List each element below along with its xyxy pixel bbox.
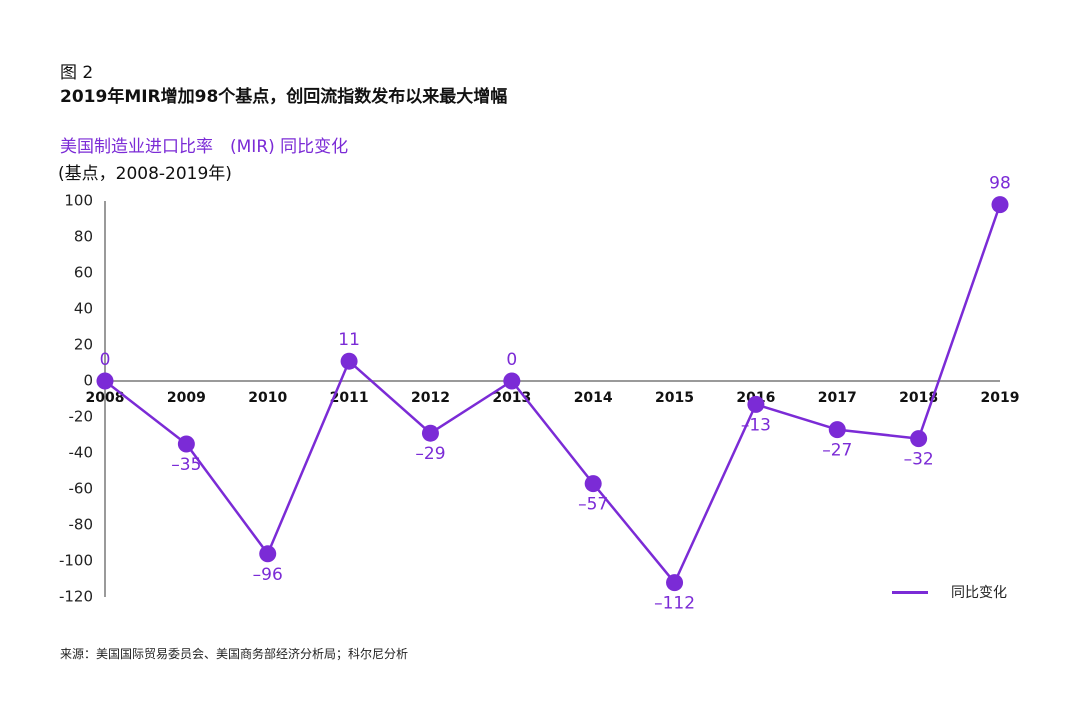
- x-tick-label: 2010: [248, 390, 287, 406]
- figure-label: 图 2: [60, 63, 94, 83]
- data-point: [503, 372, 521, 390]
- legend-line-swatch: [892, 590, 928, 594]
- data-point: [747, 395, 765, 413]
- data-point: [340, 352, 358, 370]
- x-tick-label: 2015: [655, 390, 694, 406]
- data-point: [421, 424, 439, 442]
- data-label: –27: [822, 441, 852, 461]
- x-tick-label: 2011: [330, 390, 369, 406]
- data-label: –96: [253, 565, 283, 585]
- legend: 同比变化: [892, 582, 1007, 602]
- series-line: [104, 204, 1002, 584]
- data-point: [991, 196, 1009, 214]
- data-label: –35: [171, 455, 201, 475]
- y-tick-label: 100: [64, 192, 93, 210]
- y-tick-label: -20: [69, 408, 94, 426]
- y-tick-label: -120: [59, 588, 93, 606]
- data-label: –13: [741, 415, 771, 435]
- y-tick-label: -80: [69, 516, 94, 534]
- data-point: [584, 475, 602, 493]
- data-point: [96, 372, 114, 390]
- data-label: –57: [578, 495, 608, 515]
- data-point: [259, 545, 277, 563]
- y-tick-label: -60: [69, 480, 94, 498]
- chart-subtitle: 美国制造业进口比率 (MIR) 同比变化: [60, 137, 349, 157]
- data-label: 98: [989, 174, 1011, 194]
- x-tick-label: 2018: [899, 390, 938, 406]
- legend-label: 同比变化: [951, 585, 1007, 601]
- data-point: [666, 574, 684, 592]
- x-tick-label: 2019: [981, 390, 1020, 406]
- x-tick-label: 2017: [818, 390, 857, 406]
- data-label: 0: [506, 350, 517, 370]
- y-tick-label: 80: [74, 228, 93, 246]
- y-tick-label: -40: [69, 444, 94, 462]
- data-label: 0: [100, 350, 111, 370]
- x-tick-label: 2008: [86, 390, 125, 406]
- x-tick-label: 2012: [411, 390, 450, 406]
- data-label: 11: [338, 330, 360, 350]
- y-tick-label: -100: [59, 552, 93, 570]
- data-point: [177, 435, 195, 453]
- chart-title: 2019年MIR增加98个基点，创回流指数发布以来最大增幅: [60, 87, 508, 107]
- y-tick-label: 40: [74, 300, 93, 318]
- y-tick-label: 20: [74, 336, 93, 354]
- data-point: [910, 430, 928, 448]
- data-point: [828, 421, 846, 439]
- unit-label: (基点，2008-2019年): [58, 164, 232, 184]
- data-label: –112: [654, 594, 695, 614]
- x-tick-label: 2009: [167, 390, 206, 406]
- y-tick-label: 0: [83, 372, 93, 390]
- source-note: 来源：美国国际贸易委员会、美国商务部经济分析局；科尔尼分析: [60, 647, 409, 661]
- data-label: –32: [904, 450, 934, 470]
- y-tick-label: 60: [74, 264, 93, 282]
- data-label: –29: [415, 444, 445, 464]
- x-tick-label: 2014: [574, 390, 613, 406]
